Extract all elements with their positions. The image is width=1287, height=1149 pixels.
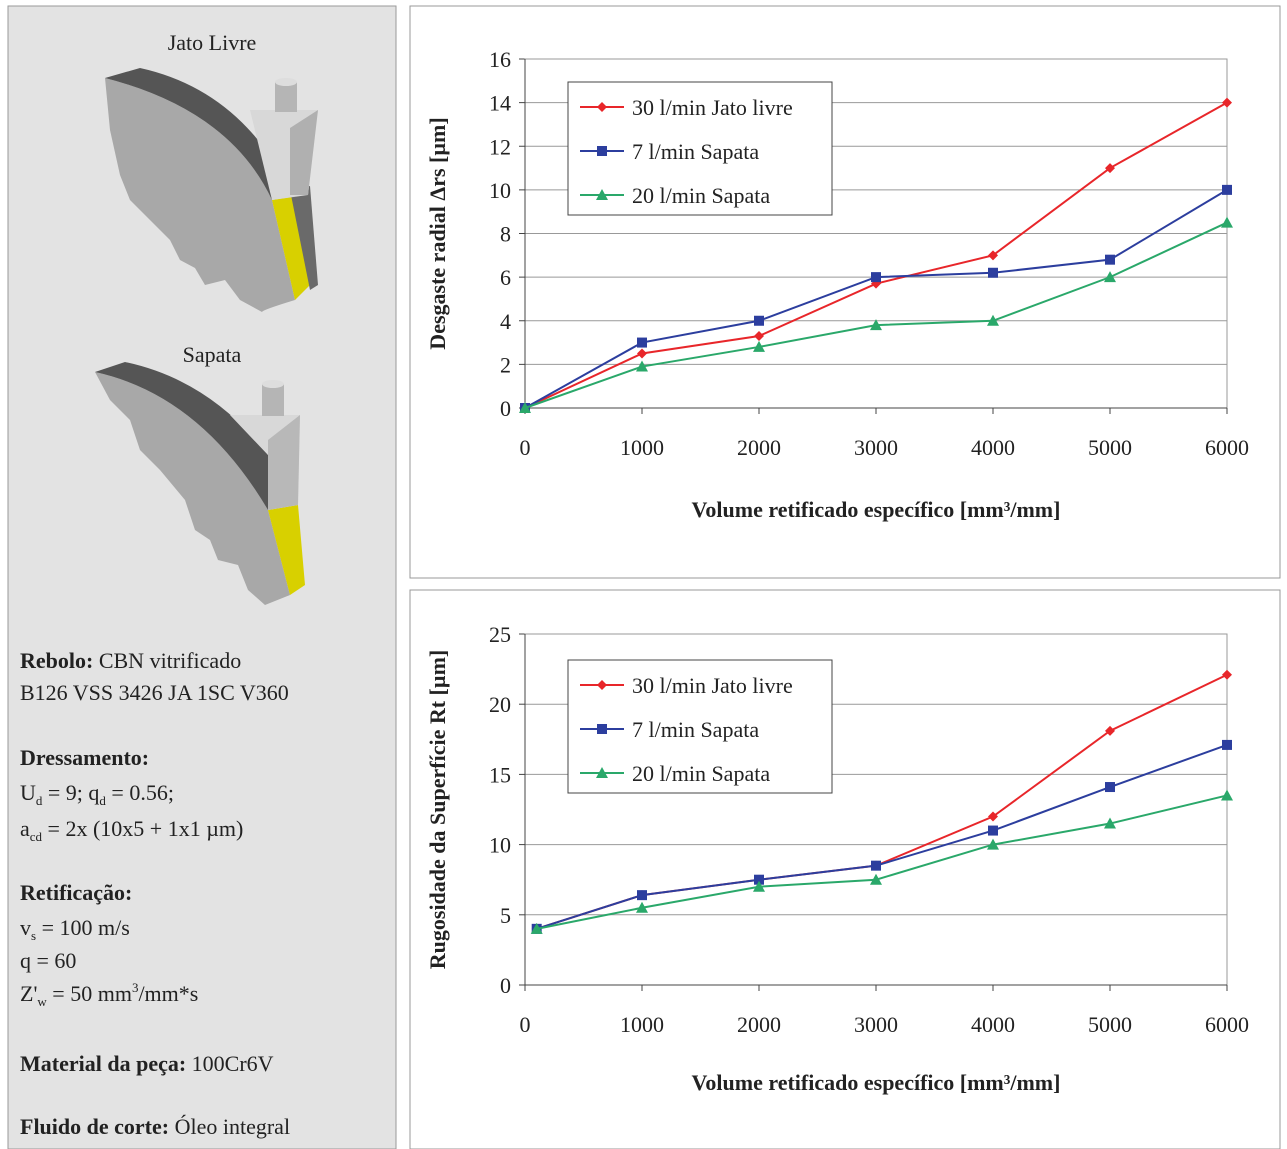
text-segment: = 9; q [42,780,99,805]
y-tick-label: 2 [500,352,511,377]
x-tick-label: 0 [520,1012,531,1037]
legend-label: 20 l/min Sapata [632,761,770,786]
y-tick-label: 10 [489,178,511,203]
section-label: Rebolo: [20,648,93,673]
legend-label: 7 l/min Sapata [632,139,759,164]
marker [871,272,881,282]
text-segment: CBN vitrificado [99,648,241,673]
subscript: cd [30,829,43,844]
section-label: Dressamento: [20,745,149,770]
x-tick-label: 2000 [737,1012,781,1037]
figure: Jato Livre Sapata Rebolo: CBN vitrificad… [0,0,1287,1149]
section-line: q = 60 [20,948,76,973]
text-segment: = 50 mm [47,981,132,1006]
text-segment: a [20,816,30,841]
section-line: Rebolo: CBN vitrificado [20,648,241,673]
marker [754,316,764,326]
legend-label: 30 l/min Jato livre [632,673,793,698]
y-tick-label: 0 [500,396,511,421]
y-tick-label: 5 [500,903,511,928]
y-tick-label: 12 [489,134,511,159]
text-segment: = 0.56; [106,780,174,805]
text-segment: Z' [20,981,37,1006]
section-line: Fluido de corte: Óleo integral [20,1114,290,1139]
text-segment: = 100 m/s [36,915,130,940]
marker [871,861,881,871]
section-label: Retificação: [20,880,132,905]
marker [988,268,998,278]
y-tick-label: 16 [489,47,511,72]
section-line: Material da peça: 100Cr6V [20,1051,274,1076]
text-segment: v [20,915,31,940]
x-tick-label: 5000 [1088,1012,1132,1037]
marker [1222,185,1232,195]
marker [597,146,607,156]
section-line: Dressamento: [20,745,149,770]
x-tick-label: 6000 [1205,1012,1249,1037]
y-axis-label: Desgaste radial Δrs [µm] [425,117,450,349]
text-segment: /mm*s [138,981,198,1006]
image-caption: Jato Livre [168,30,257,55]
image-caption: Sapata [183,342,242,367]
legend-label: 7 l/min Sapata [632,717,759,742]
x-tick-label: 1000 [620,435,664,460]
chart-frame [410,6,1280,578]
text-segment: = 2x (10x5 + 1x1 µm) [42,816,243,841]
x-tick-label: 4000 [971,435,1015,460]
marker [637,890,647,900]
marker [988,826,998,836]
section-label: Material da peça: [20,1051,186,1076]
y-tick-label: 8 [500,222,511,247]
legend-label: 20 l/min Sapata [632,183,770,208]
section-line: Z'w = 50 mm3/mm*s [20,980,198,1009]
text-segment: B126 VSS 3426 JA 1SC V360 [20,680,289,705]
text-segment: Óleo integral [175,1114,290,1139]
section-line: vs = 100 m/s [20,915,130,943]
section-line: acd = 2x (10x5 + 1x1 µm) [20,816,243,844]
x-tick-label: 1000 [620,1012,664,1037]
marker [1105,782,1115,792]
text-segment: 100Cr6V [192,1051,274,1076]
x-tick-label: 3000 [854,1012,898,1037]
x-axis-label: Volume retificado específico [mm³/mm] [692,1070,1061,1095]
y-tick-label: 20 [489,692,511,717]
y-tick-label: 0 [500,973,511,998]
marker [597,724,607,734]
x-tick-label: 6000 [1205,435,1249,460]
y-tick-label: 10 [489,833,511,858]
section-line: Ud = 9; qd = 0.56; [20,780,174,808]
section-line: Retificação: [20,880,132,905]
y-axis-label: Rugosidade da Superfície Rt [µm] [425,650,450,969]
y-tick-label: 6 [500,265,511,290]
y-tick-label: 15 [489,762,511,787]
section-line: B126 VSS 3426 JA 1SC V360 [20,680,289,705]
y-tick-label: 14 [489,91,511,116]
x-axis-label: Volume retificado específico [mm³/mm] [692,497,1061,522]
y-tick-label: 4 [500,309,511,334]
x-tick-label: 2000 [737,435,781,460]
x-tick-label: 3000 [854,435,898,460]
marker [1105,255,1115,265]
text-segment: q = 60 [20,948,76,973]
x-tick-label: 0 [520,435,531,460]
x-tick-label: 5000 [1088,435,1132,460]
marker [1222,740,1232,750]
legend-label: 30 l/min Jato livre [632,95,793,120]
marker [637,338,647,348]
text-segment: U [20,780,36,805]
y-tick-label: 25 [489,622,511,647]
section-label: Fluido de corte: [20,1114,169,1139]
x-tick-label: 4000 [971,1012,1015,1037]
